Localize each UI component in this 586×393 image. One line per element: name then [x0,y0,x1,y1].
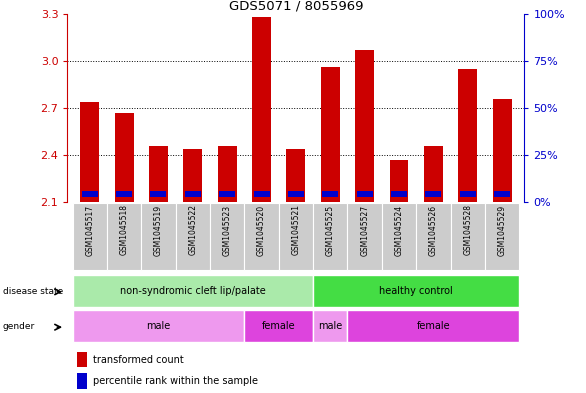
Text: GSM1045525: GSM1045525 [326,204,335,255]
Bar [73,275,313,307]
FancyBboxPatch shape [210,203,244,270]
Text: male: male [318,321,342,331]
Bar [313,310,347,342]
Bar [391,191,407,197]
Bar [321,67,340,202]
Text: GSM1045528: GSM1045528 [464,204,472,255]
Text: transformed count: transformed count [93,354,184,365]
Bar [77,352,87,367]
Text: GSM1045523: GSM1045523 [223,204,231,255]
Bar [80,102,99,202]
Text: gender: gender [3,323,35,331]
Text: GSM1045519: GSM1045519 [154,204,163,255]
Bar [149,146,168,202]
Text: GSM1045529: GSM1045529 [498,204,507,255]
Bar [254,191,270,197]
FancyBboxPatch shape [141,203,176,270]
Text: GSM1045518: GSM1045518 [120,204,128,255]
Text: GSM1045526: GSM1045526 [429,204,438,255]
Bar [81,191,98,197]
Bar [458,69,477,202]
Text: GSM1045521: GSM1045521 [291,204,301,255]
Bar [219,191,235,197]
Bar [116,191,132,197]
Bar [390,160,408,202]
Bar [494,191,510,197]
Text: female: female [262,321,295,331]
FancyBboxPatch shape [347,203,382,270]
Bar [73,310,244,342]
Bar [115,113,134,202]
FancyBboxPatch shape [313,203,347,270]
Bar [151,191,166,197]
Bar [183,149,202,202]
Title: GDS5071 / 8055969: GDS5071 / 8055969 [229,0,363,13]
Bar [313,275,519,307]
Text: percentile rank within the sample: percentile rank within the sample [93,376,258,386]
FancyBboxPatch shape [107,203,141,270]
FancyBboxPatch shape [244,203,279,270]
FancyBboxPatch shape [416,203,451,270]
Text: male: male [146,321,171,331]
Text: non-syndromic cleft lip/palate: non-syndromic cleft lip/palate [120,286,265,296]
Bar [185,191,201,197]
FancyBboxPatch shape [176,203,210,270]
FancyBboxPatch shape [279,203,313,270]
FancyBboxPatch shape [73,203,107,270]
Text: GSM1045522: GSM1045522 [188,204,197,255]
Text: GSM1045517: GSM1045517 [85,204,94,255]
Bar [287,149,305,202]
Bar [347,310,519,342]
Bar [357,191,373,197]
Text: disease state: disease state [3,287,63,296]
Bar [460,191,476,197]
FancyBboxPatch shape [451,203,485,270]
Bar [322,191,338,197]
Bar [218,146,237,202]
Text: healthy control: healthy control [379,286,453,296]
Text: GSM1045520: GSM1045520 [257,204,266,255]
Bar [77,373,87,389]
Bar [493,99,512,202]
FancyBboxPatch shape [382,203,416,270]
Bar [252,17,271,202]
Text: GSM1045524: GSM1045524 [394,204,404,255]
Bar [355,50,374,202]
Text: GSM1045527: GSM1045527 [360,204,369,255]
Bar [244,310,313,342]
FancyBboxPatch shape [485,203,519,270]
Bar [425,191,441,197]
Bar [288,191,304,197]
Bar [424,146,443,202]
Text: female: female [417,321,450,331]
